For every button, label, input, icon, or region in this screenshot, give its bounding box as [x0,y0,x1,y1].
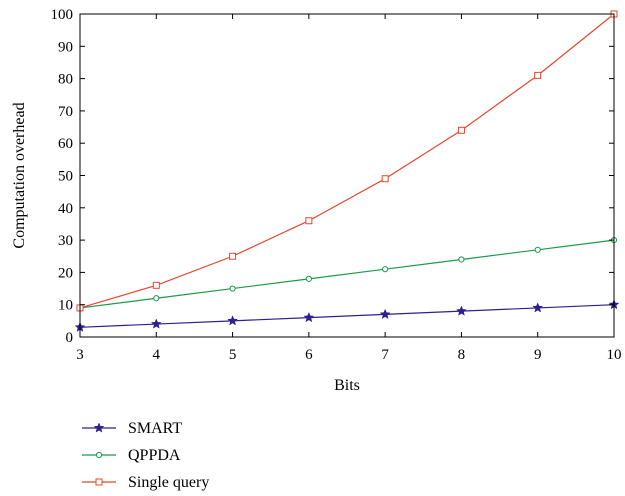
series-single-query [76,10,618,312]
data-point-smart [227,315,238,326]
plot-frame [79,13,615,338]
x-tick-label: 9 [534,347,542,363]
y-axis-label: Computation overhead [11,102,28,248]
legend-swatch-marker [95,478,103,486]
y-tick-label: 20 [58,265,73,281]
data-point-qppda [153,295,160,302]
y-tick-label: 0 [66,330,74,346]
y-tick-label: 10 [58,298,73,314]
data-point-smart [379,308,391,319]
y-tick-label: 40 [58,201,73,217]
x-tick-label: 5 [229,347,237,363]
data-point-qppda [382,266,389,273]
legend-label: SMART [128,420,182,437]
x-axis-label: Bits [334,377,360,394]
y-tick-label: 90 [58,39,73,55]
x-tick-label: 4 [153,347,161,363]
series-line-smart [79,304,615,328]
data-point-smart [303,311,315,323]
data-point-qppda [229,285,236,292]
data-point-single-query [457,126,465,134]
legend-swatch-marker [93,422,105,433]
y-tick-label: 100 [51,7,74,23]
y-tick-label: 70 [58,104,73,120]
data-point-smart [150,318,162,329]
legend-label: QPPDA [128,447,181,464]
legend-item-qppda: QPPDA [82,447,181,464]
data-point-single-query [381,175,389,183]
series-layer [74,10,620,332]
x-axis-ticks: 3 4 5 6 7 8 9 10 [76,14,622,363]
data-point-qppda [305,275,312,282]
data-point-smart [456,305,467,316]
legend-swatch-marker [95,451,103,459]
y-tick-label: 80 [58,72,73,88]
legend: SMART QPPDA Single query [82,420,209,491]
legend-item-smart: SMART [82,420,182,437]
data-point-single-query [152,281,160,289]
data-point-qppda [458,256,465,263]
legend-item-single-query: Single query [82,474,209,491]
legend-label: Single query [128,474,209,491]
y-axis-ticks: 0 10 20 30 40 50 60 70 80 90 100 [51,7,614,346]
data-point-smart [532,302,544,313]
x-tick-label: 6 [305,347,313,363]
data-point-qppda [534,246,541,253]
series-smart [74,299,620,332]
y-tick-label: 60 [58,136,73,152]
data-point-single-query [305,217,313,225]
data-point-single-query [229,252,237,260]
series-line-qppda [79,239,615,309]
y-tick-label: 30 [58,233,73,249]
x-tick-label: 8 [458,347,466,363]
x-tick-label: 7 [381,347,389,363]
series-qppda [76,237,618,312]
series-line-single-query [79,13,615,309]
y-tick-label: 50 [58,169,73,185]
x-tick-label: 3 [76,347,84,363]
data-point-single-query [534,71,542,79]
x-tick-label: 10 [607,347,622,363]
